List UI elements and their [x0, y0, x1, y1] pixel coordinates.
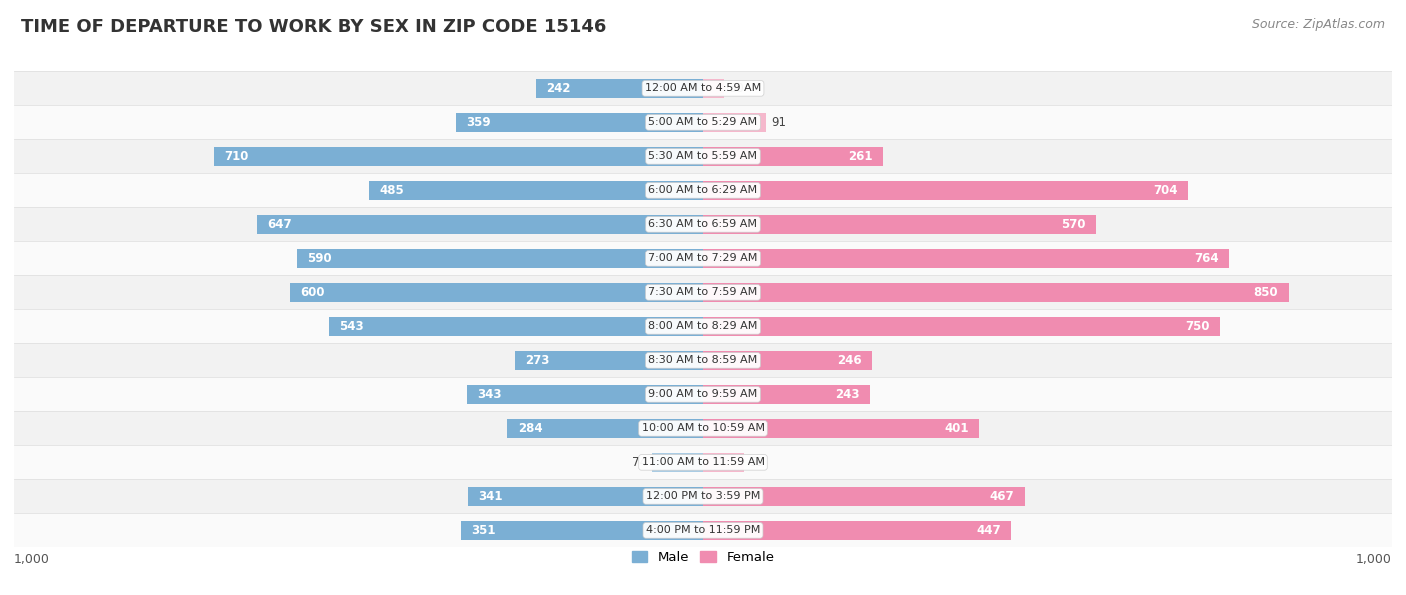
Bar — [652, 453, 703, 472]
Bar — [368, 180, 703, 201]
Bar — [456, 112, 703, 132]
Text: 401: 401 — [945, 422, 969, 435]
Bar — [14, 275, 1392, 309]
Bar — [703, 112, 766, 132]
Bar — [703, 384, 870, 404]
Text: 343: 343 — [477, 388, 502, 401]
Bar — [703, 79, 724, 98]
Bar — [703, 317, 1219, 336]
Text: 8:30 AM to 8:59 AM: 8:30 AM to 8:59 AM — [648, 355, 758, 365]
Text: 6:00 AM to 6:29 AM: 6:00 AM to 6:29 AM — [648, 186, 758, 195]
Bar — [14, 309, 1392, 343]
Bar — [508, 418, 703, 439]
Bar — [536, 79, 703, 98]
Bar — [214, 146, 703, 166]
Bar — [14, 480, 1392, 513]
Bar — [703, 487, 1025, 506]
Text: 12:00 PM to 3:59 PM: 12:00 PM to 3:59 PM — [645, 491, 761, 502]
Bar — [515, 350, 703, 370]
Text: 30: 30 — [730, 82, 744, 95]
Bar — [14, 173, 1392, 208]
Text: 284: 284 — [517, 422, 543, 435]
Text: 341: 341 — [478, 490, 503, 503]
Text: 1,000: 1,000 — [14, 553, 51, 565]
Bar — [14, 139, 1392, 173]
Text: 750: 750 — [1185, 320, 1209, 333]
Text: 351: 351 — [471, 524, 496, 537]
Text: 467: 467 — [990, 490, 1014, 503]
Text: 91: 91 — [772, 116, 786, 129]
Text: 246: 246 — [838, 354, 862, 367]
Text: TIME OF DEPARTURE TO WORK BY SEX IN ZIP CODE 15146: TIME OF DEPARTURE TO WORK BY SEX IN ZIP … — [21, 18, 606, 36]
Text: 704: 704 — [1153, 184, 1178, 197]
Text: 6:30 AM to 6:59 AM: 6:30 AM to 6:59 AM — [648, 220, 758, 230]
Text: 590: 590 — [307, 252, 332, 265]
Legend: Male, Female: Male, Female — [626, 546, 780, 569]
Bar — [14, 242, 1392, 275]
Bar — [14, 446, 1392, 480]
Text: 1,000: 1,000 — [1355, 553, 1392, 565]
Text: 9:00 AM to 9:59 AM: 9:00 AM to 9:59 AM — [648, 389, 758, 399]
Bar — [14, 71, 1392, 105]
Text: 4:00 PM to 11:59 PM: 4:00 PM to 11:59 PM — [645, 525, 761, 536]
Text: 5:30 AM to 5:59 AM: 5:30 AM to 5:59 AM — [648, 151, 758, 161]
Text: 7:00 AM to 7:29 AM: 7:00 AM to 7:29 AM — [648, 253, 758, 264]
Text: 74: 74 — [631, 456, 647, 469]
Bar — [290, 283, 703, 302]
Text: 447: 447 — [976, 524, 1001, 537]
Bar — [467, 384, 703, 404]
Text: 242: 242 — [547, 82, 571, 95]
Bar — [297, 249, 703, 268]
Text: 59: 59 — [749, 456, 763, 469]
Bar — [703, 249, 1229, 268]
Bar — [14, 411, 1392, 446]
Text: 850: 850 — [1254, 286, 1278, 299]
Text: 543: 543 — [339, 320, 364, 333]
Bar — [14, 343, 1392, 377]
Bar — [703, 350, 873, 370]
Text: 600: 600 — [299, 286, 325, 299]
Text: 570: 570 — [1062, 218, 1085, 231]
Bar — [329, 317, 703, 336]
Bar — [703, 283, 1289, 302]
Bar — [703, 146, 883, 166]
Bar — [14, 513, 1392, 547]
Text: 8:00 AM to 8:29 AM: 8:00 AM to 8:29 AM — [648, 321, 758, 331]
Bar — [14, 377, 1392, 411]
Text: 710: 710 — [224, 150, 249, 163]
Text: 273: 273 — [526, 354, 550, 367]
Text: 10:00 AM to 10:59 AM: 10:00 AM to 10:59 AM — [641, 424, 765, 433]
Text: 261: 261 — [848, 150, 873, 163]
Bar — [257, 215, 703, 234]
Bar — [703, 180, 1188, 201]
Bar — [703, 418, 979, 439]
Text: 11:00 AM to 11:59 AM: 11:00 AM to 11:59 AM — [641, 458, 765, 468]
Bar — [468, 487, 703, 506]
Bar — [461, 521, 703, 540]
Text: Source: ZipAtlas.com: Source: ZipAtlas.com — [1251, 18, 1385, 31]
Text: 359: 359 — [465, 116, 491, 129]
Text: 764: 764 — [1194, 252, 1219, 265]
Text: 485: 485 — [380, 184, 404, 197]
Text: 12:00 AM to 4:59 AM: 12:00 AM to 4:59 AM — [645, 83, 761, 93]
Text: 7:30 AM to 7:59 AM: 7:30 AM to 7:59 AM — [648, 287, 758, 298]
Text: 647: 647 — [267, 218, 292, 231]
Text: 5:00 AM to 5:29 AM: 5:00 AM to 5:29 AM — [648, 117, 758, 127]
Bar — [703, 453, 744, 472]
Bar — [14, 105, 1392, 139]
Bar — [703, 521, 1011, 540]
Bar — [703, 215, 1095, 234]
Bar — [14, 208, 1392, 242]
Text: 243: 243 — [835, 388, 860, 401]
